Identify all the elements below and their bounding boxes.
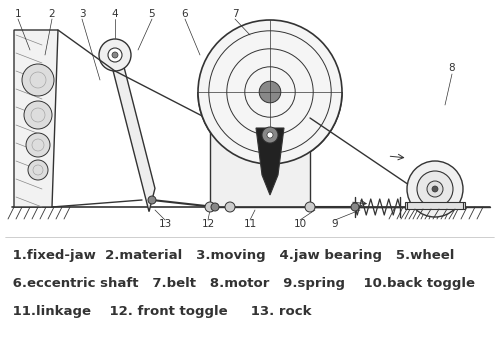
- Circle shape: [262, 127, 278, 143]
- Circle shape: [407, 161, 463, 217]
- Circle shape: [225, 202, 235, 212]
- Circle shape: [259, 81, 281, 103]
- Circle shape: [351, 203, 359, 211]
- Circle shape: [99, 39, 131, 71]
- Circle shape: [28, 160, 48, 180]
- Circle shape: [427, 181, 443, 197]
- Circle shape: [267, 132, 273, 138]
- Circle shape: [112, 52, 118, 58]
- Circle shape: [148, 196, 156, 204]
- Circle shape: [432, 186, 438, 192]
- Circle shape: [205, 202, 215, 212]
- Text: 12: 12: [202, 219, 215, 229]
- Text: 7: 7: [232, 9, 239, 19]
- Circle shape: [417, 171, 453, 207]
- Text: 13: 13: [158, 219, 172, 229]
- Circle shape: [108, 48, 122, 62]
- Polygon shape: [14, 30, 58, 207]
- Text: 1: 1: [14, 9, 21, 19]
- Circle shape: [198, 20, 342, 164]
- Text: 6.eccentric shaft   7.belt   8.motor   9.spring    10.back toggle: 6.eccentric shaft 7.belt 8.motor 9.sprin…: [8, 277, 475, 290]
- Text: 6: 6: [182, 9, 188, 19]
- Text: 9: 9: [332, 219, 338, 229]
- Text: 8: 8: [449, 63, 455, 73]
- Text: 11.linkage    12. front toggle     13. rock: 11.linkage 12. front toggle 13. rock: [8, 306, 311, 318]
- Text: 1.fixed-jaw  2.material   3.moving   4.jaw bearing   5.wheel: 1.fixed-jaw 2.material 3.moving 4.jaw be…: [8, 249, 455, 262]
- Text: 10: 10: [293, 219, 306, 229]
- Text: 4: 4: [112, 9, 118, 19]
- Circle shape: [211, 203, 219, 211]
- Polygon shape: [210, 118, 310, 207]
- Polygon shape: [112, 43, 155, 212]
- Text: 3: 3: [79, 9, 85, 19]
- Polygon shape: [405, 202, 465, 209]
- Circle shape: [305, 202, 315, 212]
- Circle shape: [22, 64, 54, 96]
- Text: 5: 5: [149, 9, 155, 19]
- Text: 11: 11: [244, 219, 256, 229]
- Circle shape: [24, 101, 52, 129]
- Text: 2: 2: [49, 9, 55, 19]
- Circle shape: [26, 133, 50, 157]
- Polygon shape: [256, 128, 284, 195]
